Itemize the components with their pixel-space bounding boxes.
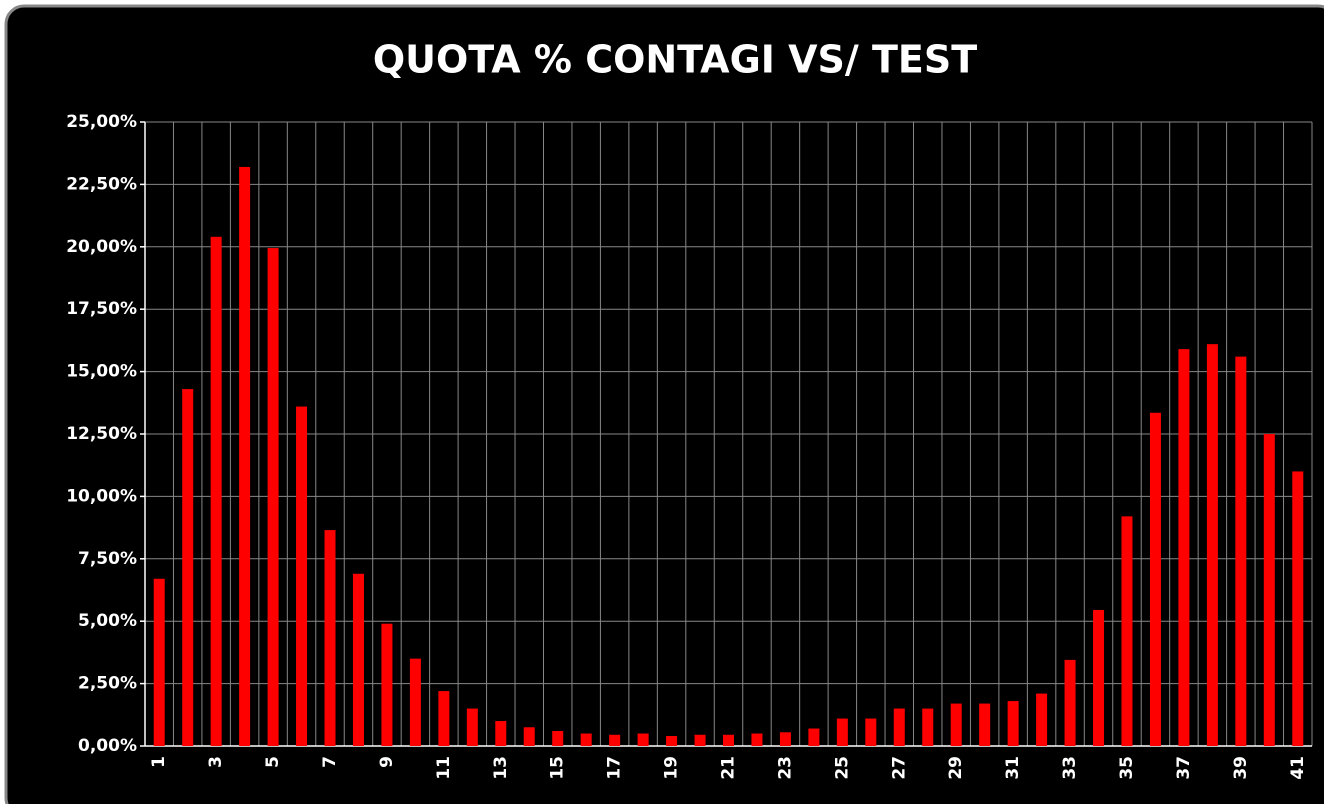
x-tick-label: 11 [434,756,454,780]
x-tick-label: 37 [1174,756,1194,780]
y-tick-label: 17,50% [66,299,137,319]
bar [1064,659,1076,746]
x-tick-label: 31 [1003,756,1023,780]
bar [922,708,934,746]
x-tick-label: 19 [662,756,682,780]
bar [637,733,649,746]
bar [1206,344,1218,746]
y-tick-label: 15,00% [66,362,137,382]
bar [296,406,308,746]
x-tick-label: 33 [1060,756,1080,780]
bar [1292,471,1304,746]
y-tick-label: 25,00% [66,112,137,132]
y-tick-label: 10,00% [66,486,137,506]
y-tick-label: 7,50% [78,549,137,569]
bar [779,732,791,746]
bar [495,721,507,746]
bar [1093,609,1105,746]
bar [865,718,877,746]
bar [352,573,364,746]
bar [751,733,763,746]
x-tick-label: 23 [775,756,795,780]
bar [694,734,706,746]
bar [1007,701,1019,746]
chart-title: QUOTA % CONTAGI VS/ TEST [373,38,977,82]
x-tick-label: 39 [1231,756,1251,780]
x-tick-label: 3 [206,756,226,768]
bar [1178,349,1190,746]
x-tick-label: 35 [1117,756,1137,780]
bar [950,703,962,746]
bar [609,734,621,746]
bar [723,734,734,746]
bar [836,718,848,746]
bar [409,658,421,746]
x-tick-label: 25 [832,756,852,780]
x-tick-label: 5 [263,756,283,768]
bar [1235,356,1247,746]
bar [466,708,478,746]
bar [666,736,678,746]
bar [552,731,564,746]
y-tick-label: 2,50% [78,674,137,694]
bar [381,623,393,746]
y-tick-label: 12,50% [66,424,137,444]
x-tick-label: 7 [320,756,340,768]
bar [808,728,820,746]
x-tick-label: 29 [946,756,966,780]
bar [1263,434,1275,746]
bar [1149,412,1161,746]
y-tick-label: 22,50% [66,174,137,194]
bar [267,248,279,746]
x-tick-label: 1 [149,756,169,768]
bar [580,733,592,746]
x-tick-label: 17 [605,756,625,780]
bar [438,691,450,746]
y-tick-label: 20,00% [66,237,137,257]
x-tick-label: 21 [719,756,739,780]
bar [324,530,336,746]
bar [893,708,905,746]
bar [182,389,194,746]
y-tick-label: 5,00% [78,611,137,631]
bar [523,727,535,746]
x-tick-label: 27 [889,756,909,780]
bar [239,166,251,747]
bar [1036,693,1048,746]
bar [979,703,991,746]
y-tick-label: 0,00% [78,736,137,756]
x-tick-label: 41 [1288,756,1308,780]
x-tick-label: 13 [491,756,511,780]
x-tick-label: 9 [377,756,397,768]
bar [153,578,165,746]
x-tick-label: 15 [548,756,568,780]
bar [1121,516,1133,746]
bar [210,236,222,747]
